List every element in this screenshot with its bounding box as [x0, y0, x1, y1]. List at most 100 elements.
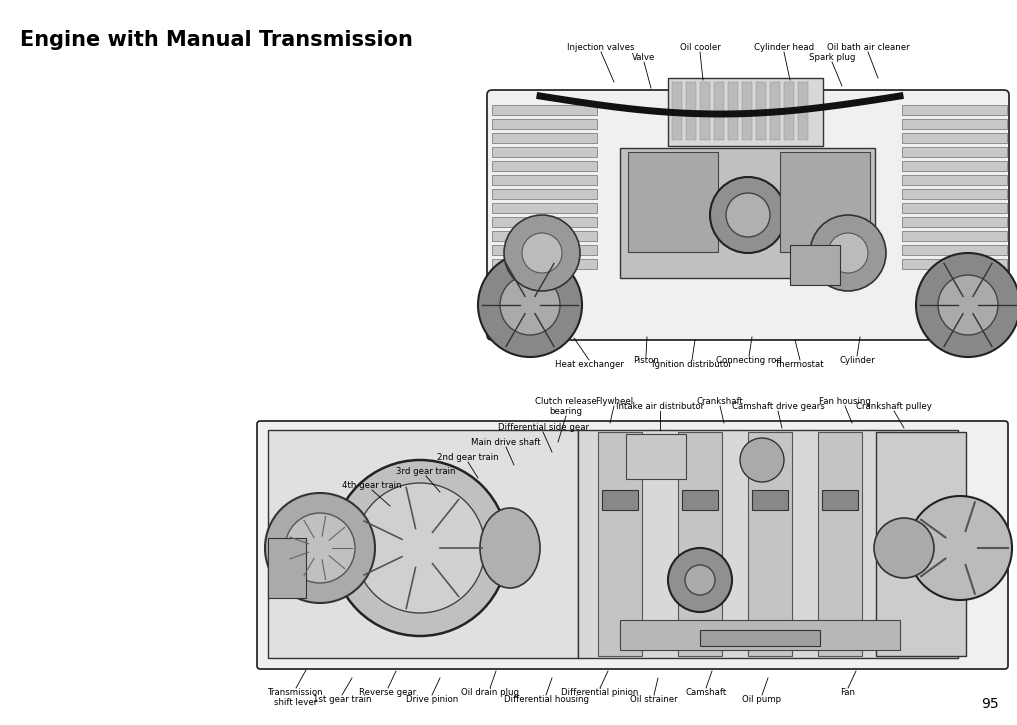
Text: Transmission
shift lever: Transmission shift lever — [268, 688, 323, 708]
Text: Reverse gear: Reverse gear — [359, 688, 417, 697]
Text: Valve: Valve — [633, 53, 656, 62]
Bar — [790, 245, 840, 285]
Bar — [492, 175, 597, 185]
Text: Heat exchanger: Heat exchanger — [554, 360, 623, 369]
Bar — [492, 161, 597, 171]
Circle shape — [355, 483, 485, 613]
Bar — [492, 147, 597, 157]
Bar — [492, 119, 597, 129]
Text: 4th gear train: 4th gear train — [343, 481, 402, 490]
Circle shape — [874, 518, 934, 578]
Bar — [798, 82, 807, 140]
Text: Differential side gear: Differential side gear — [497, 423, 589, 432]
Bar — [492, 217, 597, 227]
Bar — [268, 538, 306, 598]
Bar — [492, 245, 597, 255]
Bar — [902, 231, 1007, 241]
Text: Crankshaft: Crankshaft — [697, 397, 743, 406]
Bar — [742, 82, 752, 140]
Bar — [492, 259, 597, 269]
Text: 3rd gear train: 3rd gear train — [397, 467, 456, 476]
Bar — [598, 432, 642, 656]
Text: Drive pinion: Drive pinion — [406, 695, 458, 704]
Bar — [629, 152, 718, 252]
Bar — [902, 189, 1007, 199]
Ellipse shape — [480, 508, 540, 588]
Circle shape — [522, 233, 562, 273]
Bar — [752, 490, 788, 510]
Text: Ignition distributor: Ignition distributor — [652, 360, 732, 369]
Bar — [602, 490, 638, 510]
Text: Oil bath air cleaner: Oil bath air cleaner — [827, 43, 909, 52]
Bar — [492, 203, 597, 213]
Bar — [902, 217, 1007, 227]
Bar — [492, 133, 597, 143]
Text: Intake air distributor: Intake air distributor — [616, 402, 704, 411]
Bar — [700, 630, 820, 646]
Bar — [578, 430, 958, 658]
Text: Differential pinion: Differential pinion — [561, 688, 639, 697]
Bar — [626, 434, 686, 479]
Bar — [678, 432, 722, 656]
Bar — [700, 82, 710, 140]
Text: Cylinder head: Cylinder head — [754, 43, 814, 52]
Text: Oil pump: Oil pump — [742, 695, 781, 704]
FancyBboxPatch shape — [487, 90, 1009, 340]
Bar — [620, 148, 875, 278]
Circle shape — [504, 215, 580, 291]
Text: Oil strainer: Oil strainer — [631, 695, 677, 704]
Bar — [902, 133, 1007, 143]
Circle shape — [828, 233, 868, 273]
Text: Engine with Manual Transmission: Engine with Manual Transmission — [20, 30, 413, 50]
Bar — [902, 119, 1007, 129]
Bar — [728, 82, 738, 140]
Text: Thermostat: Thermostat — [775, 360, 825, 369]
Text: Crankshaft pulley: Crankshaft pulley — [856, 402, 932, 411]
Bar — [902, 105, 1007, 115]
Circle shape — [710, 177, 786, 253]
Text: Connecting rod: Connecting rod — [716, 356, 782, 365]
Text: Clutch release
bearing: Clutch release bearing — [535, 397, 597, 416]
Bar — [902, 175, 1007, 185]
Bar — [902, 259, 1007, 269]
Bar — [714, 82, 724, 140]
Bar — [686, 82, 696, 140]
Bar — [492, 231, 597, 241]
Text: Cylinder: Cylinder — [839, 356, 875, 365]
Text: Camshaft: Camshaft — [685, 688, 726, 697]
Text: Main drive shaft: Main drive shaft — [471, 438, 541, 447]
Circle shape — [285, 513, 355, 583]
Bar — [902, 147, 1007, 157]
Bar — [268, 430, 578, 658]
Bar — [784, 82, 794, 140]
Circle shape — [332, 460, 508, 636]
Text: Oil cooler: Oil cooler — [679, 43, 720, 52]
Text: Spark plug: Spark plug — [809, 53, 855, 62]
Bar — [902, 203, 1007, 213]
Text: Injection valves: Injection valves — [567, 43, 635, 52]
Text: 1st gear train: 1st gear train — [313, 695, 371, 704]
Text: 2nd gear train: 2nd gear train — [437, 453, 498, 462]
Bar — [492, 189, 597, 199]
Circle shape — [668, 548, 732, 612]
Circle shape — [500, 275, 560, 335]
Circle shape — [938, 275, 998, 335]
Bar — [818, 432, 862, 656]
Circle shape — [908, 496, 1012, 600]
Bar — [876, 432, 966, 656]
Bar — [620, 620, 900, 650]
Text: 95: 95 — [981, 697, 999, 711]
Circle shape — [685, 565, 715, 595]
Text: Fan: Fan — [840, 688, 855, 697]
Text: Fan housing: Fan housing — [819, 397, 871, 406]
Text: Piston: Piston — [633, 356, 659, 365]
Bar — [756, 82, 766, 140]
Bar — [822, 490, 858, 510]
Bar — [747, 432, 792, 656]
Text: Differential housing: Differential housing — [503, 695, 589, 704]
Circle shape — [916, 253, 1017, 357]
Text: Camshaft drive gears: Camshaft drive gears — [731, 402, 825, 411]
Bar — [902, 245, 1007, 255]
Text: Oil drain plug: Oil drain plug — [461, 688, 519, 697]
Bar — [770, 82, 780, 140]
